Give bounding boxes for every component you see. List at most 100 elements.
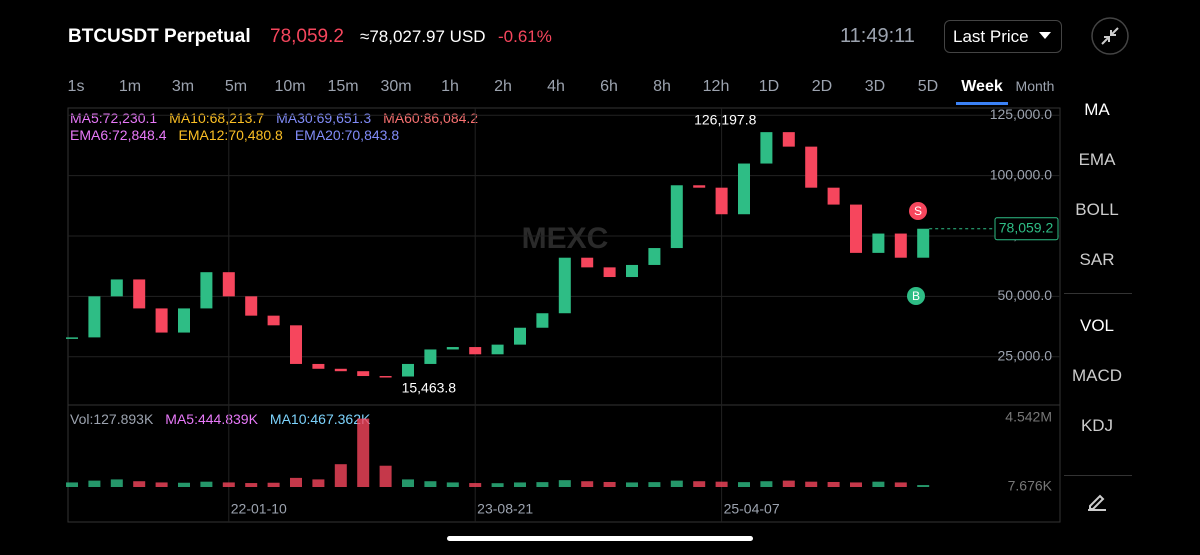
last-price: 78,059.2: [270, 26, 344, 47]
separator: [1064, 293, 1132, 294]
interval-tab[interactable]: 30m: [380, 78, 412, 95]
symbol[interactable]: BTCUSDT Perpetual: [68, 26, 251, 47]
interval-tab[interactable]: 5m: [224, 78, 248, 95]
candle: [334, 368, 347, 372]
volume-bar: [379, 465, 392, 487]
candle: [402, 363, 414, 377]
volume-bar: [603, 481, 616, 487]
indicator-button[interactable]: SAR: [1079, 250, 1115, 269]
interval-tab[interactable]: 4h: [547, 78, 565, 95]
volume-bar: [514, 482, 526, 487]
last-price-tag: [994, 217, 1059, 241]
indicator-button[interactable]: MACD: [1071, 366, 1123, 385]
high-label: 126,197.8: [694, 112, 756, 128]
trade-marker-label: B: [912, 289, 920, 303]
candle: [805, 146, 818, 188]
indicator-value: EMA12:70,480.8: [178, 127, 283, 143]
volume-bar: [200, 481, 213, 487]
home-indicator: [447, 536, 753, 541]
interval-tab[interactable]: 5D: [917, 78, 939, 95]
candle: [558, 257, 571, 314]
trade-marker-label: S: [914, 204, 922, 218]
candle: [827, 187, 840, 205]
change: -0.61%: [498, 27, 552, 46]
price-type-button[interactable]: Last Price: [944, 20, 1062, 53]
candle: [290, 325, 302, 364]
indicator-button[interactable]: BOLL: [1075, 200, 1119, 219]
draw-tool[interactable]: [1086, 488, 1110, 512]
last-price-tag-label: 78,059.2: [999, 219, 1054, 235]
volume-bar: [290, 477, 302, 487]
interval-tab[interactable]: Month: [1015, 78, 1055, 94]
dropdown-arrow: [1039, 32, 1051, 39]
candle: [222, 272, 235, 297]
volume-bar: [110, 479, 123, 487]
interval-tab[interactable]: 1m: [118, 78, 142, 95]
volume-bar: [626, 482, 638, 487]
interval-tab[interactable]: 15m: [327, 78, 359, 95]
indicator-value: EMA6:72,848.4: [70, 127, 167, 143]
volume-bar: [894, 482, 907, 487]
candle: [693, 185, 706, 188]
collapse-button[interactable]: [1090, 16, 1130, 56]
volume-bar: [782, 480, 795, 487]
volume-bar: [178, 482, 190, 487]
interval-tab[interactable]: Week: [961, 78, 1003, 95]
indicator-button[interactable]: EMA: [1078, 150, 1116, 169]
indicator-button[interactable]: VOL: [1079, 316, 1115, 335]
candle: [424, 349, 437, 364]
volume-bar: [312, 479, 325, 487]
volume-bar: [357, 418, 370, 487]
interval-tab[interactable]: 12h: [702, 78, 730, 95]
candle: [245, 296, 258, 316]
volume-bar: [66, 482, 78, 487]
candle: [760, 132, 773, 164]
candle: [66, 337, 78, 339]
volume-tick-label: 7.676K: [1008, 478, 1053, 494]
candle: [715, 187, 728, 215]
indicator-value: Vol:127.893K: [70, 411, 154, 427]
candle: [917, 228, 930, 258]
usd-price: ≈78,027.97 USD: [360, 27, 486, 46]
interval-tab[interactable]: 1s: [67, 78, 85, 95]
volume-bar: [872, 481, 885, 487]
volume-bar: [827, 481, 840, 487]
interval-tab[interactable]: 1D: [758, 78, 780, 95]
indicator-value: MA10:68,213.7: [169, 110, 265, 126]
interval-tab[interactable]: 8h: [653, 78, 671, 95]
candle: [357, 371, 370, 377]
interval-tab[interactable]: 3m: [171, 78, 195, 95]
interval-tab[interactable]: 10m: [274, 78, 306, 95]
volume-bar: [693, 481, 706, 487]
price-type: Last Price: [953, 27, 1029, 46]
indicator-button[interactable]: MA: [1084, 100, 1110, 119]
candle: [469, 347, 482, 355]
volume-bar: [715, 481, 728, 487]
y-tick-label: 100,000.0: [990, 166, 1052, 182]
candle: [782, 132, 795, 147]
watermark: MEXC: [522, 222, 609, 255]
indicator-value: MA5:444.839K: [165, 411, 258, 427]
interval-tab[interactable]: 1h: [441, 78, 459, 95]
volume-bar: [558, 480, 571, 487]
trade-marker: [909, 202, 927, 220]
volume-bar: [222, 482, 235, 487]
candle: [603, 267, 616, 278]
indicator-button[interactable]: KDJ: [1080, 416, 1114, 435]
volume-bar: [402, 479, 414, 487]
interval-tab[interactable]: 2D: [811, 78, 833, 95]
volume-bar: [424, 481, 437, 487]
interval-tab[interactable]: 2h: [494, 78, 512, 95]
candle: [178, 308, 190, 333]
interval-tab[interactable]: 6h: [600, 78, 618, 95]
interval-tab[interactable]: 3D: [864, 78, 886, 95]
candle: [491, 344, 504, 355]
x-tick-label: 25-04-07: [724, 501, 780, 517]
volume-bar: [738, 482, 750, 487]
candle: [648, 248, 661, 265]
volume-bar: [648, 482, 661, 487]
indicator-value: MA60:86,084.2: [383, 110, 479, 126]
volume-bar: [850, 482, 862, 487]
volume-tick-label: 4.542M: [1005, 409, 1052, 425]
volume-bar: [446, 482, 459, 487]
